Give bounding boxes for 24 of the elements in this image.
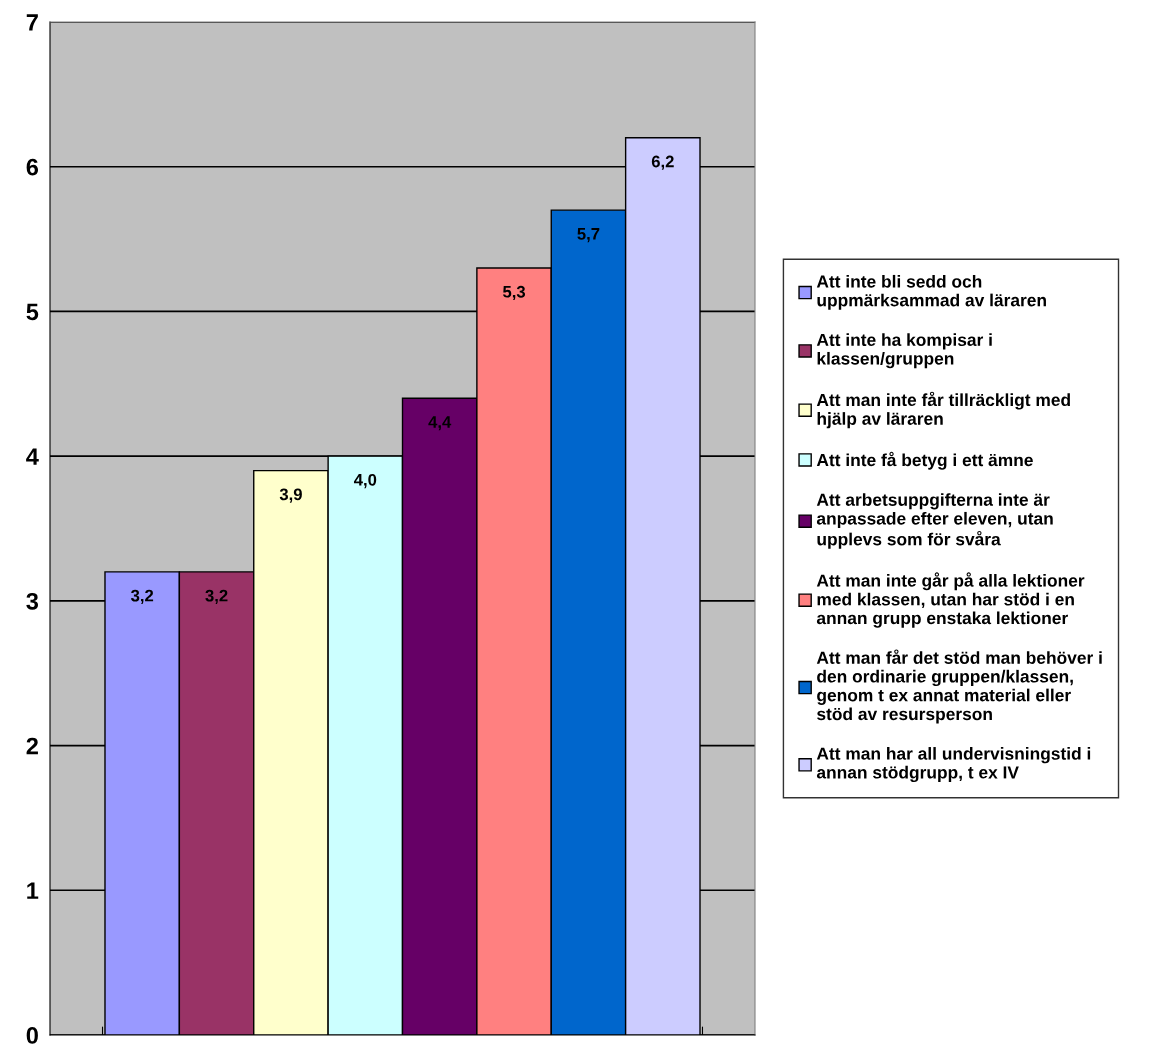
- data-label: 6,2: [651, 155, 674, 170]
- data-label: 3,9: [279, 488, 302, 503]
- y-tick-label: 5: [26, 303, 39, 321]
- y-tick-label: 4: [26, 448, 39, 465]
- legend-label: Att man får det stöd man behöver i den ordinarie gruppen/klassen, genom t ex annat material eller stöd av resursperson: [816, 649, 1102, 724]
- y-tick-label: 2: [26, 737, 38, 755]
- y-tick-label: 3: [26, 592, 39, 610]
- y-tick-label: 7: [26, 14, 38, 31]
- data-label: 3,2: [205, 589, 228, 604]
- data-label: 5,3: [503, 285, 526, 301]
- data-label: 3,2: [130, 589, 154, 604]
- y-tick-label: 0: [26, 1027, 38, 1044]
- data-label: 5,7: [577, 228, 600, 243]
- y-tick-label: 6: [26, 158, 39, 176]
- legend-label: Att inte ha kompisar i klassen/gruppen: [816, 333, 992, 369]
- legend-label: Att man inte går på alla lektioner med klassen, utan har stöd i en annan grupp enstaka lektioner: [816, 572, 1085, 628]
- legend-label: Att man har all undervisningstid i annan stödgrupp, t ex IV: [816, 747, 1091, 783]
- y-tick-label: 1: [27, 882, 39, 899]
- data-label: 4,0: [353, 473, 377, 489]
- legend-label: Att inte få betyg i ett ämne: [816, 451, 1033, 470]
- legend-label: Att arbetsuppgifterna inte är anpassade efter eleven, utan upplevs som för svåra: [816, 493, 1053, 549]
- legend-label: Att man inte får tillräckligt med hjälp av läraren: [816, 391, 1070, 429]
- data-label: 4,4: [428, 416, 452, 431]
- legend-label: Att inte bli sedd och uppmärksammad av läraren: [816, 274, 1046, 310]
